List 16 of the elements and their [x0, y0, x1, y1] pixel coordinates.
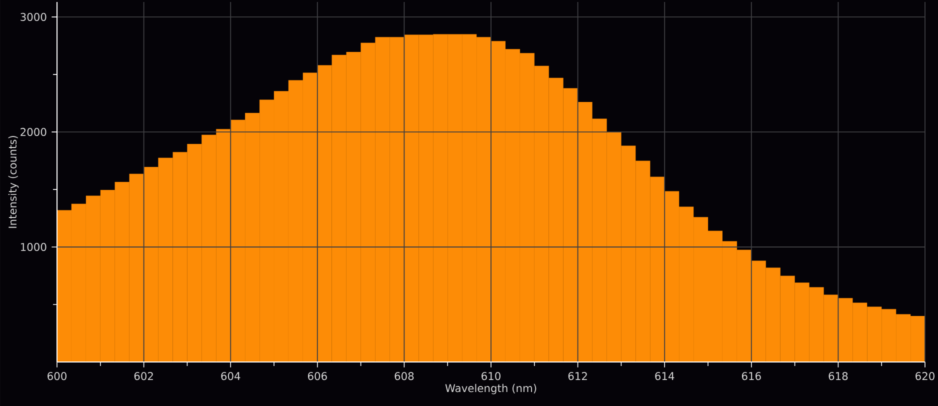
x-tick-label: 608 [394, 372, 414, 380]
x-tick-label: 606 [308, 372, 327, 380]
x-tick-label: 618 [828, 372, 848, 380]
x-tick-label: 612 [568, 372, 587, 380]
y-tick-label: 3000 [20, 12, 46, 21]
y-tick-label: 1000 [20, 242, 46, 251]
x-tick-label: 620 [916, 372, 934, 380]
x-tick-label: 604 [221, 372, 240, 380]
x-tick-label: 600 [48, 372, 66, 380]
x-tick-label: 602 [134, 372, 153, 380]
x-tick-label: 614 [655, 372, 674, 380]
y-tick-label: 2000 [20, 128, 46, 136]
x-tick-label: 610 [482, 372, 500, 380]
x-axis-title: Wavelength (nm) [445, 384, 536, 394]
y-axis-title: Intensity (counts) [8, 136, 19, 228]
x-tick-label: 616 [742, 372, 761, 380]
